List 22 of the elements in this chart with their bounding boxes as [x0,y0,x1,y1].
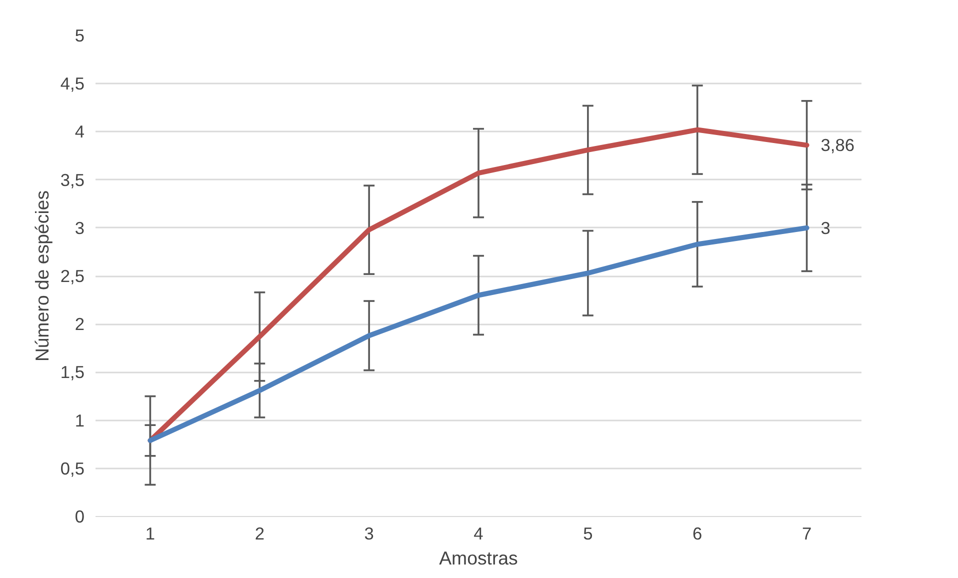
x-tick-label: 4 [474,524,484,544]
y-tick-label: 0,5 [60,458,85,478]
y-tick-label: 4 [74,122,85,142]
y-tick-label: 0 [74,506,85,526]
x-axis-title: Amostras [439,548,518,568]
x-tick-label: 3 [364,524,374,544]
y-tick-label: 3,5 [60,170,85,190]
y-tick-label: 1 [74,410,85,430]
y-tick-label: 1,5 [60,362,85,382]
x-tick-label: 1 [145,524,156,544]
y-tick-label: 2 [74,314,85,334]
y-tick-label: 2,5 [60,266,85,286]
x-tick-label: 6 [692,524,702,544]
data-label: 3,86 [820,135,855,156]
y-tick-label: 4,5 [60,74,85,94]
y-tick-label: 5 [74,26,85,46]
data-label: 3 [820,218,830,238]
y-axis-title: Número de espécies [31,190,52,362]
x-tick-label: 5 [583,524,593,544]
x-tick-label: 7 [802,524,812,544]
y-tick-label: 3 [74,218,85,238]
x-tick-label: 2 [254,524,264,544]
